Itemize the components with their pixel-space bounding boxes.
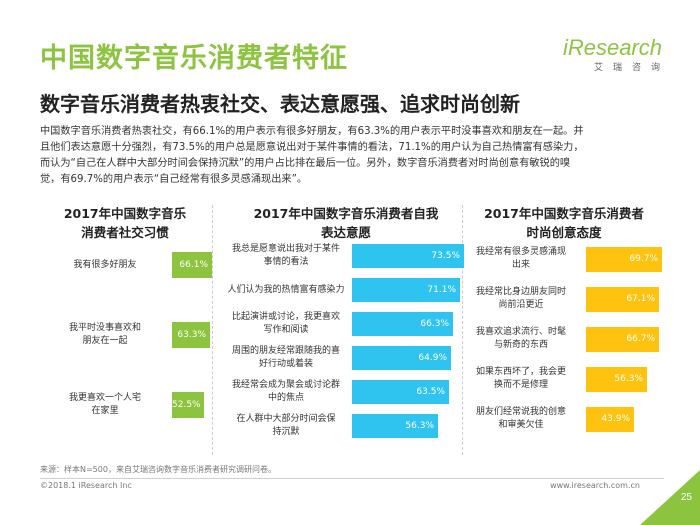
- data-label: 66.3%: [420, 319, 449, 329]
- category-label-line: 好行动或着装: [258, 359, 313, 369]
- copyright: ©2018.1 iResearch Inc: [40, 481, 132, 490]
- chart-title-line: 2017年中国数字音乐消费者自我: [253, 206, 439, 221]
- category-label-line: 写作和阅读: [263, 325, 309, 335]
- category-label: 我经常有很多灵感涌现 出来: [462, 246, 580, 272]
- chart-title-line: 消费者社交习惯: [81, 225, 169, 240]
- data-label: 63.3%: [177, 330, 206, 340]
- bar: [586, 366, 647, 392]
- category-label-line: 中的焦点: [267, 393, 304, 403]
- category-label-line: 我总是愿意说出我对于某件: [231, 244, 340, 254]
- category-label: 如果东西坏了，我会更 换而不是修理: [462, 366, 580, 392]
- category-label: 我更喜欢一个人宅 在家里: [42, 392, 168, 418]
- data-label: 66.1%: [179, 260, 208, 270]
- data-label: 52.5%: [172, 400, 201, 410]
- footer-divider: [40, 478, 664, 479]
- page-number: 25: [680, 492, 692, 503]
- bar: [172, 392, 204, 418]
- category-label-line: 出来: [511, 260, 530, 270]
- bar: [586, 286, 659, 312]
- data-label: 56.3%: [614, 374, 643, 384]
- panel-divider: [212, 205, 213, 455]
- chart-title-line: 2017年中国数字音乐: [63, 206, 187, 221]
- data-label: 64.9%: [418, 353, 447, 363]
- category-label-line: 如果东西坏了，我会更: [475, 367, 566, 377]
- bar: [586, 406, 634, 432]
- category-label-line: 尚前沿更近: [498, 300, 544, 310]
- bar: [352, 380, 449, 404]
- chart-title-line: 2017年中国数字音乐消费者: [484, 206, 644, 221]
- page-subtitle: 数字音乐消费者热衷社交、表达意愿强、追求时尚创新: [40, 92, 520, 116]
- data-label: 73.5%: [431, 251, 460, 261]
- category-label-line: 换而不是修理: [493, 380, 548, 390]
- category-label-line: 与新奇的东西: [493, 340, 548, 350]
- category-label-line: 朋友们经常说我的创意: [475, 407, 566, 417]
- logo-cn: 艾瑞咨询: [593, 63, 670, 73]
- panel-divider: [462, 205, 463, 455]
- category-label-line: 我喜欢追求流行、时髦: [475, 327, 566, 337]
- page-title: 中国数字音乐消费者特征: [40, 43, 348, 74]
- logo-text: iResearch: [562, 35, 662, 60]
- category-label: 比起演讲或讨论，我更喜欢 写作和阅读: [222, 311, 350, 337]
- category-label: 我平时没事喜欢和 朋友在一起: [42, 322, 168, 348]
- category-label-line: 我经常比身边朋友同时: [475, 287, 566, 297]
- chart-title: 2017年中国数字音乐消费者自我 表达意愿: [226, 204, 466, 242]
- category-label-line: 我更喜欢一个人宅: [68, 393, 141, 403]
- bar: [172, 322, 210, 348]
- category-label: 我经常会成为聚会或讨论群 中的焦点: [222, 379, 350, 405]
- category-label: 人们认为我的热情富有感染力: [222, 284, 350, 297]
- data-label: 69.7%: [629, 254, 658, 264]
- page-corner-shape: [640, 470, 700, 525]
- category-label-line: 我经常有很多灵感涌现: [475, 247, 566, 257]
- chart-title: 2017年中国数字音乐 消费者社交习惯: [40, 204, 210, 242]
- data-label: 56.3%: [405, 421, 434, 431]
- bar: [172, 252, 212, 278]
- intro-line: 中国数字音乐消费者热衷社交，有66.1%的用户表示有很多好朋友，有63.3%的用…: [40, 126, 584, 137]
- intro-paragraph: 中国数字音乐消费者热衷社交，有66.1%的用户表示有很多好朋友，有63.3%的用…: [40, 124, 662, 188]
- data-label: 43.9%: [601, 414, 630, 424]
- category-label-line: 朋友在一起: [82, 336, 128, 346]
- chart-title-line: 时尚创意态度: [526, 225, 602, 240]
- data-label: 71.1%: [427, 285, 456, 295]
- category-label: 朋友们经常说我的创意 和审美欠佳: [462, 406, 580, 432]
- category-label-line: 周围的朋友经常跟随我的喜: [231, 346, 340, 356]
- bar: [352, 244, 464, 268]
- bar: [352, 346, 451, 370]
- category-label: 周围的朋友经常跟随我的喜 好行动或着装: [222, 345, 350, 371]
- category-label-line: 我平时没事喜欢和: [68, 323, 141, 333]
- bar: [586, 246, 662, 272]
- category-label: 我经常比身边朋友同时 尚前沿更近: [462, 286, 580, 312]
- bar: [352, 414, 438, 438]
- intro-line: 觉，有69.7%的用户表示“自己经常有很多灵感涌现出来”。: [40, 174, 308, 185]
- category-label-line: 人们认为我的热情富有感染力: [227, 284, 345, 295]
- iresearch-logo: iResearch 艾瑞咨询: [562, 35, 662, 74]
- bar: [352, 278, 460, 302]
- website: www.iresearch.com.cn: [550, 481, 640, 490]
- data-label: 67.1%: [626, 294, 655, 304]
- chart-title-line: 表达意愿: [320, 225, 371, 240]
- data-label: 66.7%: [626, 334, 655, 344]
- source-note: 来源：样本N=500，来自艾瑞咨询数字音乐消费者研究调研问卷。: [40, 465, 276, 474]
- category-label: 我总是愿意说出我对于某件 事情的看法: [222, 243, 350, 269]
- bar: [586, 326, 659, 352]
- data-label: 63.5%: [416, 387, 445, 397]
- intro-line: 而认为“自己在人群中大部分时间会保持沉默”的用户占比排在最后一位。另外，数字音乐…: [40, 158, 571, 169]
- bar: [352, 312, 453, 336]
- category-label-line: 比起演讲或讨论，我更喜欢: [231, 312, 340, 322]
- category-label: 在人群中大部分时间会保 持沉默: [222, 413, 350, 439]
- chart-title: 2017年中国数字音乐消费者 时尚创意态度: [466, 204, 662, 242]
- category-label-line: 在人群中大部分时间会保: [236, 414, 336, 424]
- category-label-line: 和审美欠佳: [498, 420, 544, 430]
- intro-line: 且他们表达意愿十分强烈，有73.5%的用户总是愿意说出对于某件事情的看法，71.…: [40, 142, 584, 153]
- category-label-line: 我有很多好朋友: [73, 259, 137, 270]
- category-label-line: 持沉默: [272, 427, 300, 437]
- category-label: 我有很多好朋友: [42, 259, 168, 272]
- category-label: 我喜欢追求流行、时髦 与新奇的东西: [462, 326, 580, 352]
- category-label-line: 我经常会成为聚会或讨论群: [231, 380, 340, 390]
- category-label-line: 事情的看法: [263, 257, 309, 267]
- category-label-line: 在家里: [91, 406, 119, 416]
